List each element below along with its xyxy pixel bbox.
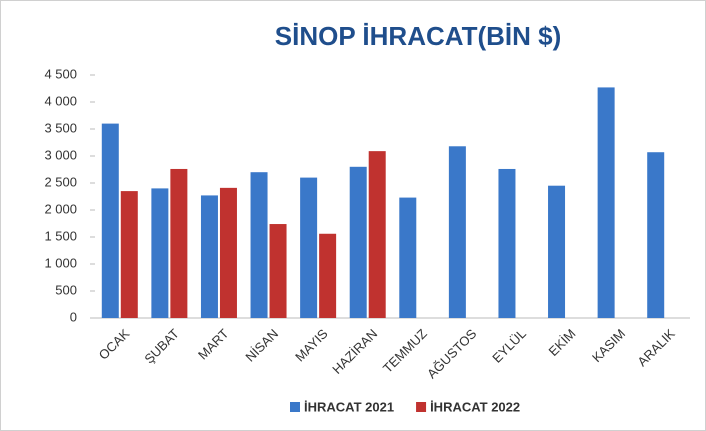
y-tick-label: 4 000 (44, 93, 77, 108)
bar (300, 177, 318, 318)
bar (597, 87, 615, 318)
y-tick-label: 3 500 (44, 120, 77, 135)
bar (548, 185, 566, 318)
legend-swatch (290, 402, 300, 412)
bar (349, 166, 367, 318)
bar (368, 151, 386, 318)
y-tick-label: 1 000 (44, 255, 77, 270)
legend-label: İHRACAT 2021 (304, 399, 394, 414)
legend-swatch (416, 402, 427, 412)
bar (647, 152, 665, 318)
bar (319, 233, 337, 318)
legend-label: İHRACAT 2022 (430, 399, 520, 414)
bar (399, 197, 417, 318)
y-tick-label: 4 500 (44, 66, 77, 81)
bar (219, 187, 237, 318)
bar (151, 188, 169, 318)
y-tick-label: 3 000 (44, 147, 77, 162)
bar (170, 168, 188, 318)
chart-title: SİNOP İHRACAT(BİN $) (275, 21, 562, 51)
bar (120, 191, 138, 318)
bar (269, 224, 287, 318)
bar (200, 195, 218, 318)
y-tick-label: 0 (70, 309, 77, 324)
bar (498, 168, 516, 318)
bar (101, 123, 119, 318)
bar (250, 172, 268, 318)
bar (448, 146, 466, 318)
y-tick-label: 2 500 (44, 174, 77, 189)
y-tick-label: 1 500 (44, 228, 77, 243)
y-tick-label: 2 000 (44, 201, 77, 216)
y-tick-label: 500 (55, 282, 77, 297)
